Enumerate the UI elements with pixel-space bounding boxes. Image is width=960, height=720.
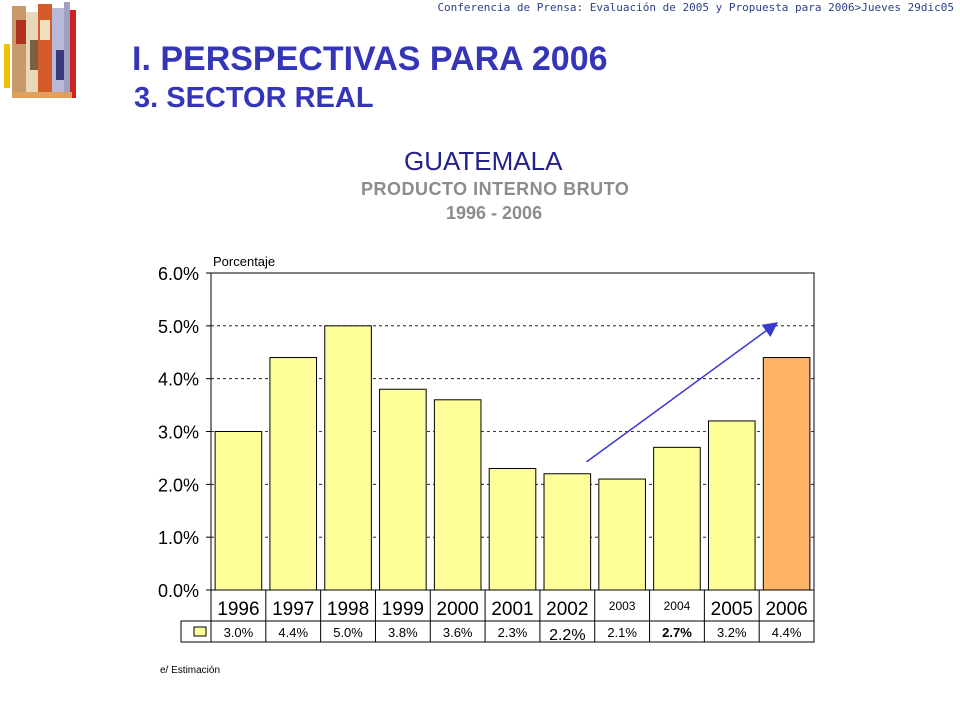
chart-period: 1996 - 2006 — [446, 203, 543, 223]
trend-arrow — [586, 322, 779, 463]
y-tick-label: 1.0% — [158, 528, 199, 548]
chart-subtitle: PRODUCTO INTERNO BRUTO — [361, 179, 630, 199]
bar-1997 — [269, 357, 318, 591]
y-axis-label: Porcentaje — [213, 254, 275, 269]
x-tick-label: 2005 — [711, 599, 753, 620]
logo-artwork-icon — [0, 0, 80, 102]
x-tick-label: 1996 — [217, 599, 259, 620]
data-label: 3.0% — [224, 625, 254, 640]
data-label: 4.4% — [278, 625, 308, 640]
y-tick-label: 6.0% — [158, 264, 199, 284]
x-tick-label: 1998 — [327, 599, 369, 620]
x-tick-label: 2003 — [609, 599, 636, 613]
data-label: 3.8% — [388, 625, 418, 640]
bar-2006 — [762, 357, 811, 591]
footnote: e/ Estimación — [160, 665, 221, 676]
data-label: 2.7% — [662, 625, 692, 640]
x-tick-label: 2001 — [491, 599, 533, 620]
bar-2002 — [543, 473, 592, 591]
x-tick-label: 2006 — [765, 599, 807, 620]
data-label: 3.6% — [443, 625, 473, 640]
bar-1998 — [324, 325, 372, 591]
running-header: Conferencia de Prensa: Evaluación de 200… — [437, 1, 954, 14]
bar-1999 — [379, 388, 427, 591]
x-tick-label: 2000 — [437, 599, 479, 620]
bar-2000 — [433, 399, 482, 591]
page-title: I. PERSPECTIVAS PARA 2006 — [132, 40, 608, 78]
x-tick-label: 1999 — [382, 599, 424, 620]
y-tick-label: 4.0% — [158, 370, 199, 390]
bar-2001 — [488, 467, 537, 591]
legend-swatch — [193, 626, 207, 637]
y-tick-label: 3.0% — [158, 423, 199, 443]
bar-2003 — [598, 478, 646, 591]
page-subtitle: 3. SECTOR REAL — [134, 82, 374, 114]
data-label: 2.3% — [498, 625, 528, 640]
x-tick-label: 1997 — [272, 599, 314, 620]
x-tick-label: 2002 — [546, 599, 588, 620]
bar-2004 — [653, 446, 701, 591]
y-tick-label: 2.0% — [158, 475, 199, 495]
data-label: 3.2% — [717, 625, 747, 640]
x-tick-label: 2004 — [664, 599, 691, 613]
data-label: 2.1% — [607, 625, 637, 640]
data-label: 5.0% — [333, 625, 363, 640]
chart-title: GUATEMALA — [404, 146, 563, 176]
data-label: 2.2% — [549, 627, 585, 644]
y-tick-label: 5.0% — [158, 317, 199, 337]
data-label: 4.4% — [772, 625, 802, 640]
bar-2005 — [707, 420, 756, 591]
bar-1996 — [214, 431, 263, 591]
y-tick-label: 0.0% — [158, 581, 199, 601]
